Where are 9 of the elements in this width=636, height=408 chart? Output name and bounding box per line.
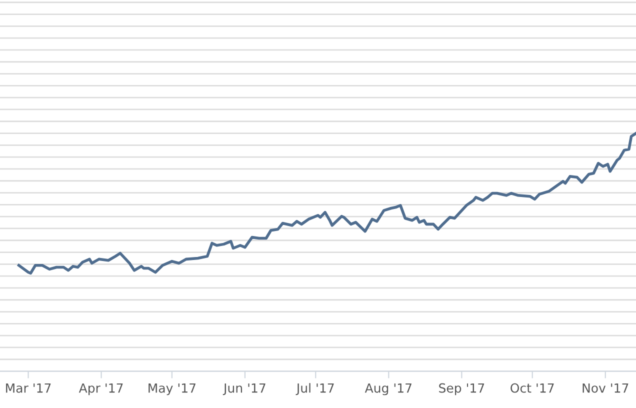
x-tick-label: Jul '17 — [296, 383, 334, 396]
x-tick-label: Mar '17 — [6, 383, 51, 393]
x-tick-label: Jun '17 — [222, 383, 266, 396]
x-tick-label: Apr '17 — [78, 383, 123, 396]
x-tick-label: Oct '17 — [510, 383, 554, 393]
x-tick-label: Aug '17 — [364, 383, 412, 396]
x-tick-label: Nov '17 — [582, 383, 628, 393]
x-tick-label: May '17 — [148, 383, 196, 396]
x-tick-label: Sep '17 — [439, 383, 484, 396]
